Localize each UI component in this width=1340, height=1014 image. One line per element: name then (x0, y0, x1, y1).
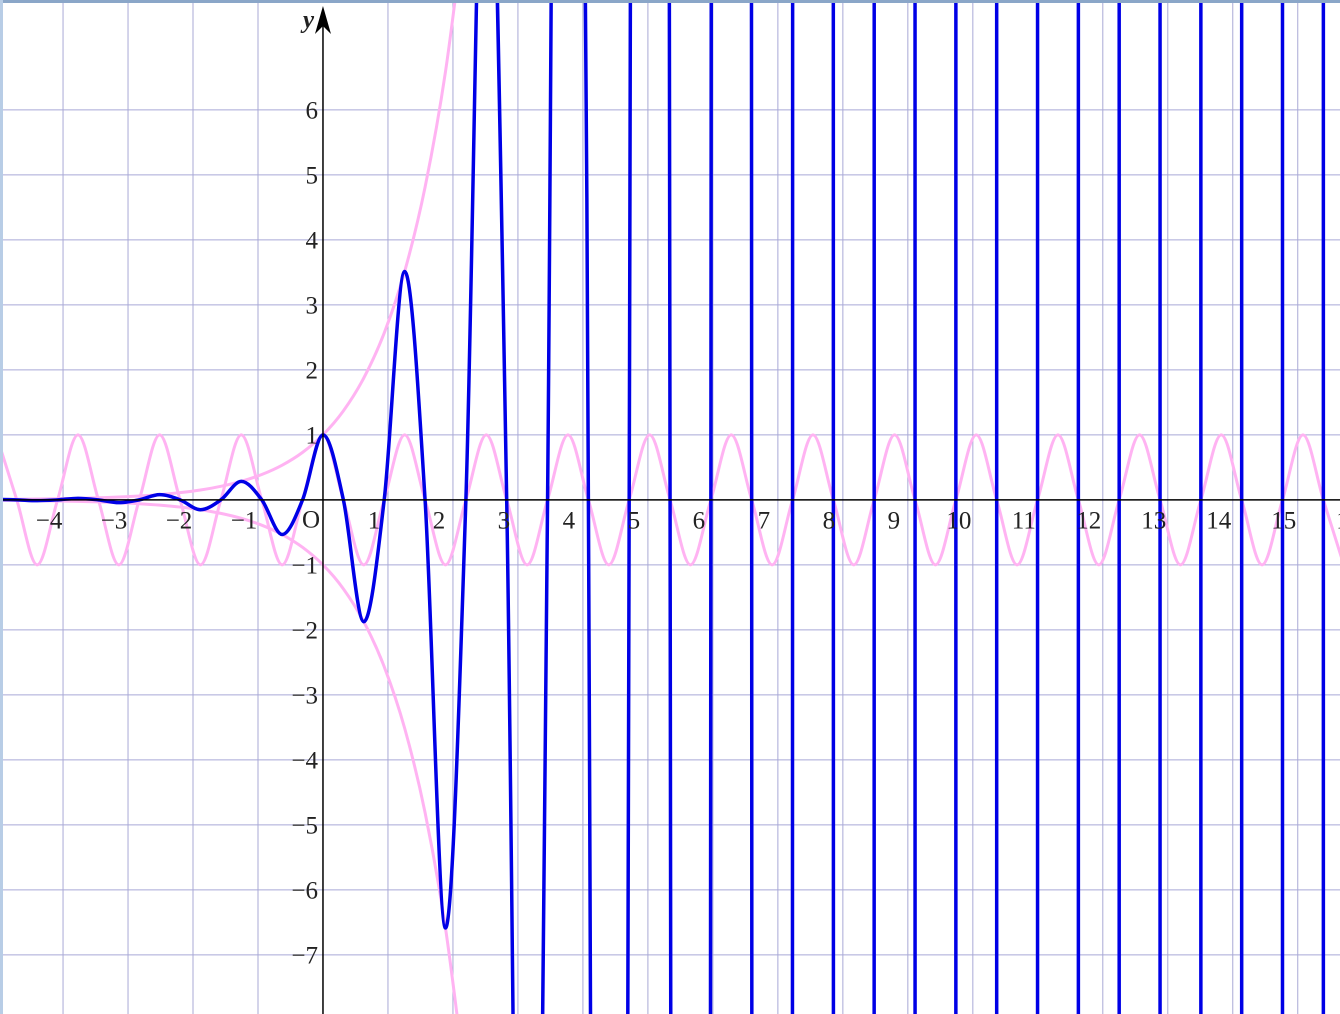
y-axis-arrow (314, 6, 331, 34)
origin-label: O (302, 507, 320, 534)
y-tick-label: 3 (305, 293, 318, 320)
curve (0, 0, 457, 501)
x-tick-label: 11 (1012, 508, 1036, 535)
x-tick-label: 13 (1141, 508, 1166, 535)
x-tick-label: 15 (1271, 508, 1296, 535)
y-tick-label: −5 (291, 813, 318, 840)
labels: −4−3−2−112345678910111213141516−7−6−5−4−… (36, 98, 1340, 970)
x-tick-label: −1 (231, 508, 258, 535)
window-frame-left (0, 0, 3, 1014)
y-tick-label: 4 (305, 228, 318, 255)
y-tick-label: −6 (291, 878, 318, 905)
axes (0, 6, 1340, 1014)
x-tick-label: −3 (101, 508, 128, 535)
x-tick-label: 16 (1336, 508, 1340, 535)
y-tick-label: −1 (291, 553, 318, 580)
y-tick-label: 1 (305, 423, 318, 450)
y-tick-label: −2 (291, 618, 318, 645)
y-tick-label: −4 (291, 748, 318, 775)
x-tick-label: 12 (1076, 508, 1101, 535)
x-tick-label: 1 (368, 508, 381, 535)
x-tick-label: −4 (36, 508, 63, 535)
y-tick-label: −7 (291, 943, 318, 970)
y-axis-label: y (300, 7, 315, 34)
x-tick-label: 9 (888, 508, 901, 535)
x-tick-label: 5 (628, 508, 641, 535)
x-tick-label: 4 (563, 508, 576, 535)
y-tick-label: 6 (305, 98, 318, 125)
y-tick-label: 5 (305, 163, 318, 190)
x-tick-label: 6 (693, 508, 706, 535)
x-tick-label: 8 (823, 508, 836, 535)
window-frame-top (0, 0, 1340, 3)
curve (0, 498, 459, 1014)
x-tick-label: 3 (498, 508, 511, 535)
x-tick-label: −2 (166, 508, 193, 535)
x-tick-label: 14 (1206, 508, 1232, 535)
x-tick-label: 7 (758, 508, 771, 535)
x-tick-label: 2 (433, 508, 446, 535)
y-tick-label: −3 (291, 683, 318, 710)
x-tick-label: 10 (946, 508, 971, 535)
y-tick-label: 2 (305, 358, 318, 385)
